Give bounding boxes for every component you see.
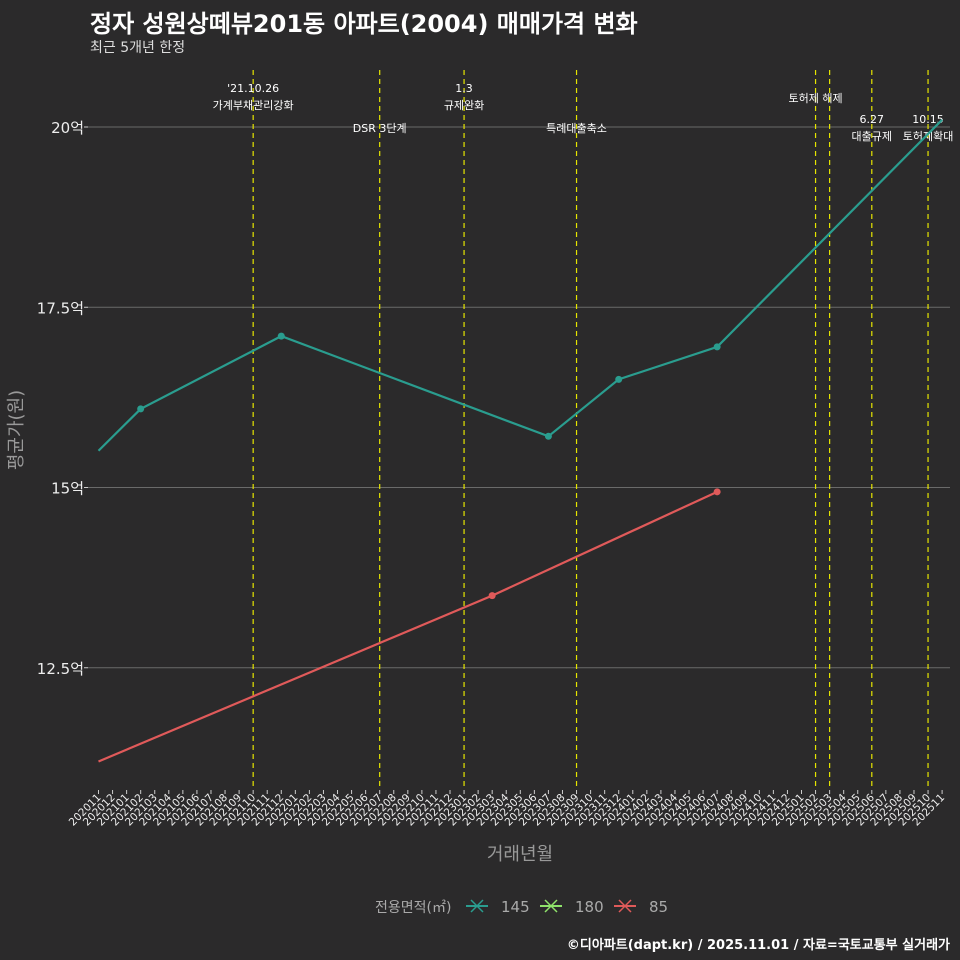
event-label: 6.27 [860,113,885,126]
event-label: 대출규제 [852,130,892,143]
event-label: 가계부채관리강화 [213,99,294,112]
event-label: 토허제 해제 [789,91,843,105]
data-point-145 [713,343,721,351]
source-caption: ©디아파트(dapt.kr) / 2025.11.01 / 자료=국토교통부 실… [566,938,950,953]
series-line-85 [98,490,718,763]
event-label: 규제완화 [444,99,484,112]
event-label: 10.15 [912,113,944,126]
y-tick-label: 12.5억 [37,660,84,678]
data-point-145 [544,432,552,440]
data-point-145 [615,375,623,383]
chart-title: 정자 성원상떼뷰201동 아파트(2004) 매매가격 변화 [90,10,638,38]
legend-title: 전용면적(㎡) [375,900,451,916]
event-label: DSR 3단계 [353,122,407,135]
y-tick-label: 17.5억 [37,299,84,317]
event-label: '21.10.26 [227,82,279,95]
data-point-85 [713,488,721,496]
event-label: 특례대출축소 [546,122,607,135]
legend-x-icon [618,899,632,913]
legend-label: 85 [649,898,668,916]
y-tick-label: 15억 [51,480,84,498]
y-axis-title: 평균가(원) [6,390,27,470]
legend-item-180: 180 [540,898,604,916]
legend-label: 180 [575,898,604,916]
data-point-145 [137,405,145,413]
legend-label: 145 [501,898,530,916]
data-point-85 [488,592,496,600]
y-tick-label: 20억 [51,119,84,137]
x-axis-title: 거래년월 [487,844,553,865]
legend-x-icon [544,899,558,913]
legend-x-icon [470,899,484,913]
legend-item-85: 85 [614,898,668,916]
chart-subtitle: 최근 5개년 한정 [90,40,186,56]
event-label: 1.3 [455,82,473,95]
legend-item-145: 145 [466,898,530,916]
event-label: 토허제확대 [903,130,954,143]
data-point-145 [277,332,285,340]
